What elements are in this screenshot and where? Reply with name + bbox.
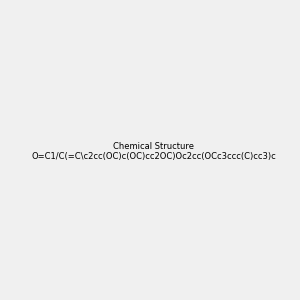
Text: Chemical Structure
O=C1/C(=C\c2cc(OC)c(OC)cc2OC)Oc2cc(OCc3ccc(C)cc3)c: Chemical Structure O=C1/C(=C\c2cc(OC)c(O…: [32, 142, 276, 161]
